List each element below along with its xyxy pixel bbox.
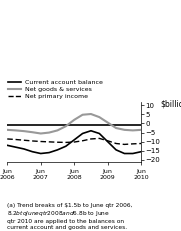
Net goods & services (132, 129, 134, 132)
Net goods & services (140, 128, 142, 131)
Line: Net primary income: Net primary income (7, 138, 141, 144)
Net primary income (81, 139, 84, 142)
Net primary income (6, 138, 8, 140)
Net goods & services (48, 131, 50, 134)
Text: (a) Trend breaks of $1.5b to June qtr 2006,
$8.2b to June qtr 2008 and $6.8b to : (a) Trend breaks of $1.5b to June qtr 20… (7, 203, 133, 230)
Net primary income (132, 143, 134, 145)
Current account balance (40, 124, 42, 127)
Net goods & services (6, 128, 8, 131)
Net primary income (48, 140, 50, 143)
Line: Net goods & services: Net goods & services (7, 114, 141, 134)
Y-axis label: $billion: $billion (161, 99, 181, 108)
Net goods & services (14, 129, 17, 132)
Current account balance (56, 124, 59, 127)
Net goods & services (73, 119, 75, 121)
Net primary income (31, 140, 33, 142)
Net goods & services (65, 125, 67, 128)
Current account balance (23, 124, 25, 127)
Net goods & services (98, 116, 100, 119)
Net primary income (56, 141, 59, 144)
Current account balance (6, 124, 8, 127)
Net goods & services (107, 121, 109, 124)
Current account balance (123, 124, 125, 127)
Net goods & services (56, 129, 59, 132)
Legend: Current account balance, Net goods & services, Net primary income: Current account balance, Net goods & ser… (8, 79, 102, 99)
Current account balance (90, 124, 92, 127)
Current account balance (140, 124, 142, 127)
Net goods & services (81, 113, 84, 116)
Net primary income (65, 141, 67, 144)
Net goods & services (90, 113, 92, 116)
Net primary income (98, 137, 100, 140)
Net goods & services (115, 127, 117, 129)
Net primary income (40, 140, 42, 143)
Current account balance (73, 124, 75, 127)
Net primary income (140, 142, 142, 145)
Net goods & services (123, 128, 125, 131)
Net primary income (107, 139, 109, 142)
Net primary income (73, 141, 75, 143)
Net primary income (90, 138, 92, 140)
Net primary income (123, 143, 125, 146)
Net primary income (23, 139, 25, 142)
Current account balance (107, 124, 109, 127)
Net goods & services (23, 130, 25, 133)
Net primary income (115, 142, 117, 145)
Net goods & services (31, 131, 33, 134)
Net primary income (14, 138, 17, 141)
Net goods & services (40, 132, 42, 135)
